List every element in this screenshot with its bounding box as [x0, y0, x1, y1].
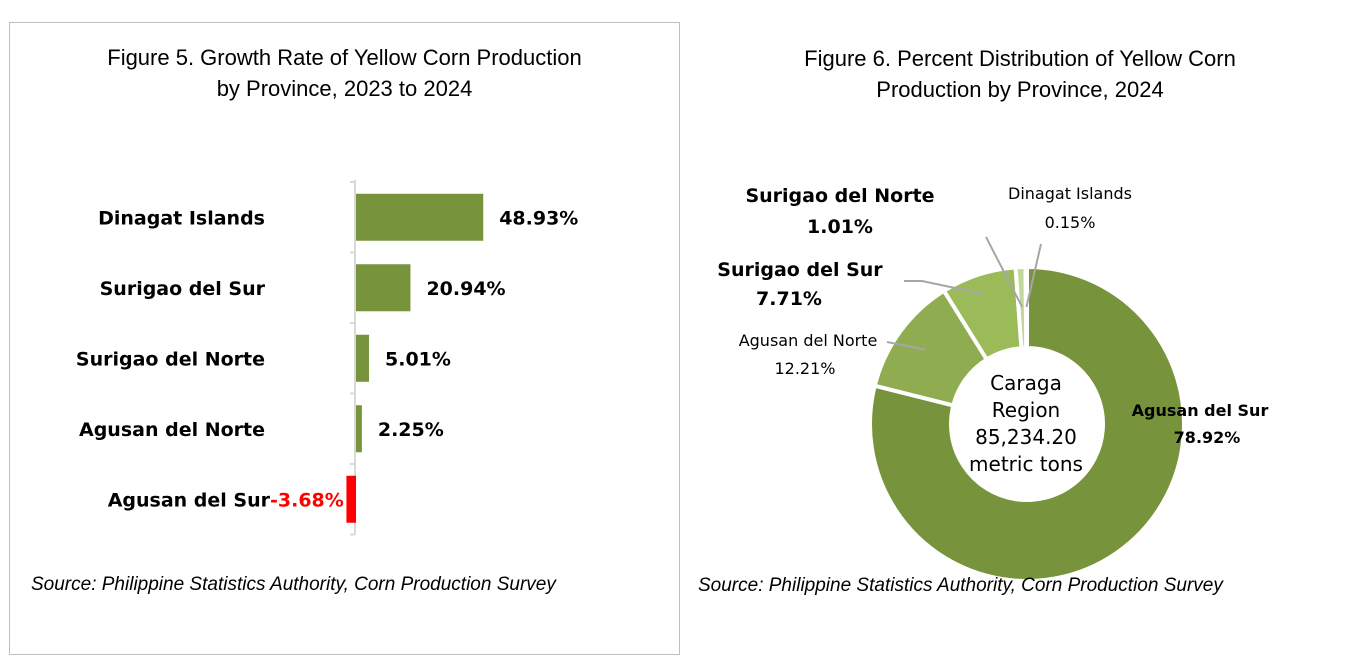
leader-line — [904, 280, 985, 296]
category-label: Agusan del Norte — [79, 419, 265, 441]
value-label: 2.25% — [378, 419, 444, 441]
leader-line — [886, 341, 925, 351]
donut-center-text: Region — [992, 398, 1060, 422]
bar-agusan-del-norte — [356, 405, 362, 453]
value-label: 20.94% — [426, 278, 505, 300]
value-label: 5.01% — [385, 348, 451, 370]
slice-name-label: Dinagat Islands — [1008, 184, 1132, 203]
slice-value-label: 7.71% — [756, 288, 822, 310]
donut-chart-source: Source: Philippine Statistics Authority,… — [698, 575, 1223, 596]
donut-chart-title: Figure 6. Percent Distribution of Yellow… — [690, 43, 1350, 105]
slice-value-label: 1.01% — [807, 216, 873, 238]
value-label: 48.93% — [499, 207, 578, 229]
donut-chart-title-line-1: Figure 6. Percent Distribution of Yellow… — [804, 46, 1236, 71]
donut-center-text: metric tons — [969, 452, 1083, 476]
category-label: Dinagat Islands — [98, 207, 265, 229]
bar-surigao-del-sur — [356, 264, 411, 312]
bar-dinagat-islands — [356, 193, 484, 241]
leader-line — [985, 236, 1024, 308]
slice-value-label: 78.92% — [1174, 428, 1241, 447]
donut-chart-title-line-2: Production by Province, 2024 — [876, 77, 1164, 102]
slice-name-label: Surigao del Norte — [745, 185, 934, 207]
slice-name-label: Agusan del Norte — [739, 331, 878, 350]
donut-chart-panel: Figure 6. Percent Distribution of Yellow… — [690, 22, 1350, 655]
category-label: Surigao del Norte — [76, 348, 265, 370]
slice-value-label: 0.15% — [1045, 213, 1096, 232]
slice-dinagat-islands — [1023, 264, 1029, 351]
slice-name-label: Surigao del Sur — [717, 259, 883, 281]
slice-value-label: 12.21% — [774, 359, 835, 378]
bar-surigao-del-norte — [356, 334, 370, 382]
donut-center-text: Caraga — [990, 371, 1062, 395]
bar-chart-title-line-1: Figure 5. Growth Rate of Yellow Corn Pro… — [107, 45, 582, 70]
category-label: Agusan del Sur — [108, 489, 271, 511]
bar-chart-title-line-2: by Province, 2023 to 2024 — [216, 76, 473, 101]
slice-name-label: Agusan del Sur — [1132, 401, 1269, 420]
bar-chart-panel: Figure 5. Growth Rate of Yellow Corn Pro… — [9, 22, 680, 655]
bar-chart-title: Figure 5. Growth Rate of Yellow Corn Pro… — [10, 42, 679, 104]
donut-center-text: 85,234.20 — [975, 425, 1077, 449]
bar-chart-source: Source: Philippine Statistics Authority,… — [31, 574, 556, 595]
category-label: Surigao del Sur — [100, 278, 266, 300]
donut-chart: Agusan del Sur 78.92% Agusan del Norte 12.2… — [717, 184, 1269, 582]
bar-agusan-del-sur — [346, 475, 356, 523]
bar-chart: Dinagat Islands 48.93% Surigao del Sur 20.9… — [76, 180, 578, 536]
leader-line — [1025, 243, 1042, 308]
value-label: -3.68% — [270, 489, 344, 511]
slice-agusan-del-sur — [868, 264, 1186, 582]
